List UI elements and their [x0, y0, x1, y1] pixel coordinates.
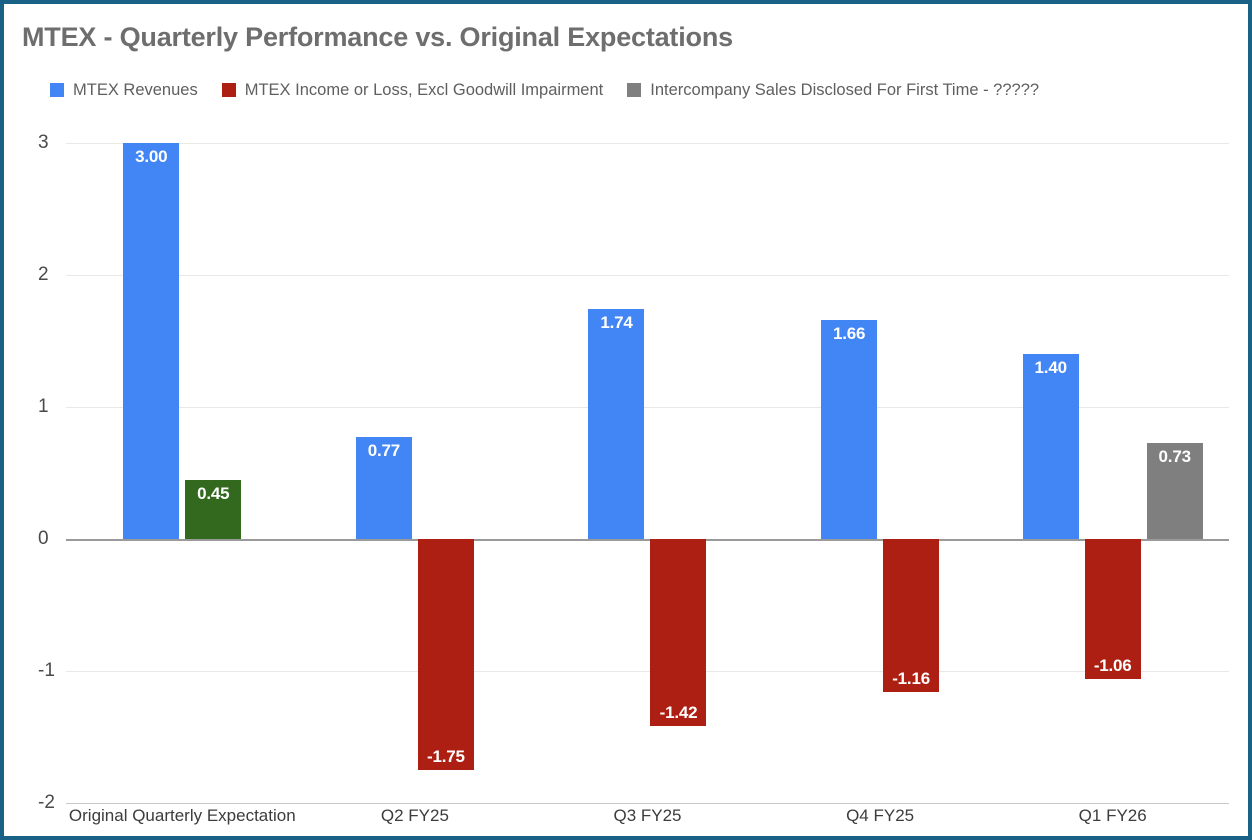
gridline: [66, 803, 1229, 804]
bar-value-label: 0.45: [197, 483, 230, 503]
bar-value-label: 3.00: [135, 147, 168, 166]
legend-item-label: MTEX Revenues: [73, 81, 198, 99]
chart-bar[interactable]: 1.40: [1022, 354, 1079, 539]
legend-swatch-icon: [221, 83, 236, 98]
bar-value-label: -1.06: [1093, 655, 1132, 675]
gridline: [66, 275, 1229, 276]
chart-bar[interactable]: 0.77: [355, 437, 412, 539]
gridline: [66, 407, 1229, 408]
x-axis-tick-label: Q1 FY26: [1078, 806, 1147, 825]
x-axis-tick-label: Q4 FY25: [846, 806, 915, 825]
bar-value-label: -1.16: [892, 669, 930, 689]
legend-swatch-icon: [627, 83, 642, 98]
legend-item[interactable]: Intercompany Sales Disclosed For First T…: [627, 82, 1039, 99]
y-axis-tick-label: -1: [38, 660, 55, 681]
legend-item[interactable]: MTEX Income or Loss, Excl Goodwill Impai…: [221, 81, 604, 99]
y-axis-tick-label: 2: [38, 264, 49, 285]
chart-title: MTEX - Quarterly Performance vs. Origina…: [22, 22, 733, 52]
chart-bar[interactable]: -1.06: [1084, 539, 1141, 679]
zero-line: [66, 539, 1229, 541]
x-axis-tick-label: Q2 FY25: [380, 806, 449, 825]
bar-value-label: -1.42: [659, 703, 698, 723]
chart-bar[interactable]: -1.75: [417, 539, 474, 770]
y-axis-tick-label: 3: [38, 132, 49, 153]
bar-value-label: 0.73: [1158, 446, 1191, 466]
chart-bar[interactable]: 0.73: [1146, 442, 1203, 539]
x-axis-tick-label: Q3 FY25: [613, 806, 682, 825]
bar-group: 1.66 -1.16: [764, 124, 997, 804]
chart-bar[interactable]: 1.74: [588, 309, 645, 539]
bar-group: 0.77 -1.75: [299, 124, 532, 804]
gridline: [66, 671, 1229, 672]
y-axis-tick-label: -2: [38, 792, 55, 813]
chart-bar[interactable]: 0.45: [185, 479, 242, 539]
chart-bar[interactable]: 1.66: [821, 319, 878, 539]
bar-group: 3.00 0.45: [66, 124, 299, 804]
legend-item-label: MTEX Income or Loss, Excl Goodwill Impai…: [244, 81, 604, 99]
bar-value-label: 1.74: [600, 313, 633, 333]
y-axis-tick-label: 0: [38, 528, 49, 549]
y-axis-tick-label: 1: [38, 396, 49, 417]
bar-value-label: 0.77: [367, 441, 401, 461]
chart-bar[interactable]: 3.00: [123, 143, 180, 539]
bar-group: 1.40 -1.06 0.73: [996, 124, 1229, 804]
chart-legend: MTEX Revenues MTEX Income or Loss, Excl G…: [50, 82, 1039, 99]
bar-group: 1.74 -1.42: [531, 124, 764, 804]
bar-value-label: 1.66: [832, 323, 866, 343]
x-axis-tick-label: Original Quarterly Expectation: [68, 806, 296, 825]
chart-bar[interactable]: -1.16: [883, 539, 940, 693]
legend-swatch-icon: [50, 83, 64, 98]
plot-area: 3 2 1 0 -1 -2 3.00 0.45 Original Quarterly Expec…: [38, 124, 1229, 825]
bar-value-label: 1.40: [1034, 358, 1067, 378]
gridline: [66, 143, 1229, 144]
legend-item[interactable]: MTEX Revenues: [50, 82, 198, 99]
bar-value-label: -1.75: [427, 747, 465, 766]
chart-bar[interactable]: -1.42: [650, 539, 707, 727]
legend-item-label: Intercompany Sales Disclosed For First T…: [650, 81, 1040, 99]
